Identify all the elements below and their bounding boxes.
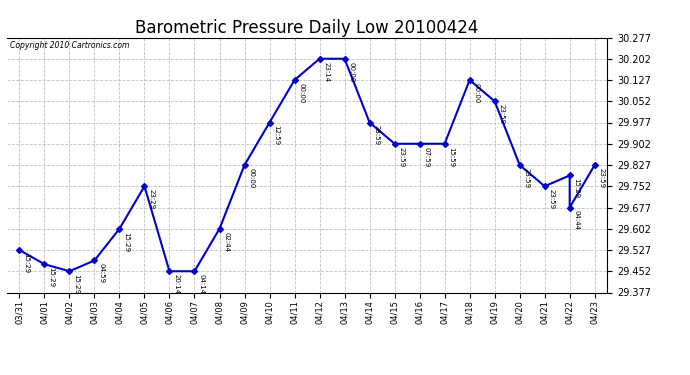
Text: 23:59: 23:59 [599, 168, 604, 188]
Text: 04:59: 04:59 [99, 263, 104, 284]
Text: 23:59: 23:59 [549, 189, 555, 209]
Text: 15:29: 15:29 [573, 178, 580, 198]
Text: 23:14: 23:14 [324, 62, 330, 82]
Text: 15:29: 15:29 [124, 231, 130, 252]
Text: 15:29: 15:29 [73, 274, 79, 294]
Text: 00:00: 00:00 [473, 83, 480, 103]
Text: 04:14: 04:14 [199, 274, 204, 294]
Text: 00:00: 00:00 [348, 62, 355, 82]
Text: 15:29: 15:29 [23, 253, 30, 273]
Text: 15:29: 15:29 [48, 267, 55, 287]
Text: 00:00: 00:00 [299, 83, 304, 103]
Text: 20:14: 20:14 [173, 274, 179, 294]
Text: 00:00: 00:00 [248, 168, 255, 188]
Text: 04:44: 04:44 [573, 210, 580, 230]
Text: 15:59: 15:59 [448, 147, 455, 166]
Text: 23:59: 23:59 [399, 147, 404, 166]
Title: Barometric Pressure Daily Low 20100424: Barometric Pressure Daily Low 20100424 [135, 20, 479, 38]
Text: 07:59: 07:59 [424, 147, 430, 167]
Text: 23:59: 23:59 [524, 168, 530, 188]
Text: 02:44: 02:44 [224, 231, 230, 252]
Text: 12:59: 12:59 [273, 125, 279, 146]
Text: 23:59: 23:59 [373, 125, 380, 146]
Text: Copyright 2010 Cartronics.com: Copyright 2010 Cartronics.com [10, 41, 129, 50]
Text: 23:29: 23:29 [148, 189, 155, 209]
Text: 23:59: 23:59 [499, 104, 504, 124]
